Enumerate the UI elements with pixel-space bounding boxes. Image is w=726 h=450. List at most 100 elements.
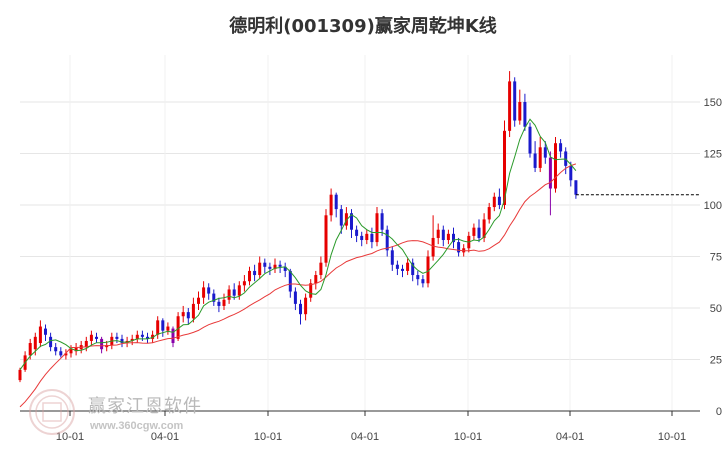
candle-body	[452, 233, 455, 243]
candle-body	[375, 213, 379, 243]
x-tick-label: 04-01	[351, 431, 379, 443]
x-tick-label: 10-01	[56, 431, 84, 443]
candle-body	[477, 227, 481, 238]
candle-body	[487, 207, 491, 220]
watermark-text: 赢家江恩软件	[88, 396, 202, 417]
candle-body	[426, 256, 430, 284]
candle-body	[74, 347, 78, 352]
candle-body	[161, 320, 165, 331]
candle-body	[548, 157, 552, 189]
candle-body	[197, 297, 200, 304]
candle-body	[574, 180, 578, 195]
candles	[18, 71, 578, 383]
candle-body	[84, 340, 88, 348]
candle-body	[258, 262, 262, 276]
candle-body	[497, 196, 501, 205]
candle-body	[28, 343, 32, 356]
candle-body	[202, 287, 206, 298]
y-tick-label: 100	[704, 200, 722, 212]
candle-body	[69, 349, 73, 354]
candle-body	[222, 299, 226, 306]
x-tick-label: 04-01	[556, 431, 584, 443]
candle-body	[263, 262, 267, 267]
candle-body	[227, 289, 231, 300]
candle-body	[18, 369, 22, 381]
candle-body	[339, 209, 343, 226]
candle-body	[513, 81, 517, 121]
candle-body	[212, 293, 216, 302]
candle-body	[309, 283, 313, 298]
candle-body	[146, 336, 149, 339]
x-tick-label: 10-01	[254, 431, 282, 443]
y-tick-label: 25	[710, 355, 722, 367]
candle-body	[416, 275, 420, 280]
candle-body	[253, 270, 257, 276]
candle-body	[89, 334, 93, 341]
candle-body	[171, 328, 175, 344]
candle-body	[518, 102, 522, 121]
candle-body	[314, 275, 318, 284]
y-axis-labels: 0 25 50 75 100 125 150	[704, 97, 722, 418]
candle-body	[472, 227, 476, 236]
candle-body	[446, 233, 450, 241]
candle-body	[508, 81, 512, 131]
candle-body	[151, 334, 155, 339]
candle-body	[559, 143, 563, 152]
candle-body	[319, 262, 323, 276]
candle-body	[140, 334, 144, 337]
candle-body	[503, 130, 506, 205]
candle-body	[49, 336, 53, 348]
candle-body	[288, 270, 292, 292]
candle-body	[554, 143, 557, 189]
candle-body	[492, 196, 496, 208]
candle-body	[207, 287, 211, 294]
candle-body	[441, 229, 445, 241]
ma-short-line	[19, 118, 577, 371]
candle-body	[268, 266, 272, 269]
x-axis-ticks: 10-01 04-01 10-01 04-01 10-01 04-01 10-01	[56, 411, 686, 443]
candle-body	[181, 312, 185, 317]
candle-body	[533, 153, 537, 168]
candle-body	[33, 336, 37, 350]
candle-body	[406, 262, 410, 271]
candle-body	[436, 229, 440, 238]
candle-body	[528, 126, 532, 154]
candle-body	[431, 237, 435, 257]
candle-body	[95, 336, 98, 339]
candle-body	[54, 347, 58, 352]
x-tick-label: 10-01	[454, 431, 482, 443]
candle-body	[120, 338, 124, 344]
candle-body	[523, 102, 527, 127]
candle-body	[44, 328, 47, 335]
watermark-logo-icon	[29, 389, 75, 435]
y-tick-label: 150	[704, 97, 722, 109]
candle-body	[130, 338, 134, 341]
x-tick-label: 04-01	[151, 431, 179, 443]
candle-body	[421, 279, 425, 284]
candle-body	[283, 266, 287, 271]
candle-body	[569, 165, 573, 181]
candle-body	[324, 215, 328, 263]
ma-long-line	[19, 163, 577, 408]
candle-body	[365, 233, 369, 241]
grid-lines	[20, 55, 700, 411]
candle-body	[457, 242, 461, 253]
candle-body	[329, 194, 333, 216]
y-tick-label: 0	[716, 406, 722, 418]
candle-body	[304, 297, 308, 315]
candle-body	[293, 291, 297, 304]
candle-body	[370, 233, 374, 243]
candle-body	[248, 270, 251, 282]
candle-body	[390, 250, 394, 265]
candle-body	[385, 229, 389, 251]
candle-body	[395, 264, 399, 269]
x-tick-label: 10-01	[658, 431, 686, 443]
candle-body	[278, 264, 282, 267]
candle-body	[191, 303, 195, 319]
y-tick-label: 125	[704, 149, 722, 161]
candle-body	[237, 285, 241, 296]
candle-body	[543, 147, 547, 158]
candle-body	[273, 264, 277, 269]
candle-body	[350, 213, 353, 230]
